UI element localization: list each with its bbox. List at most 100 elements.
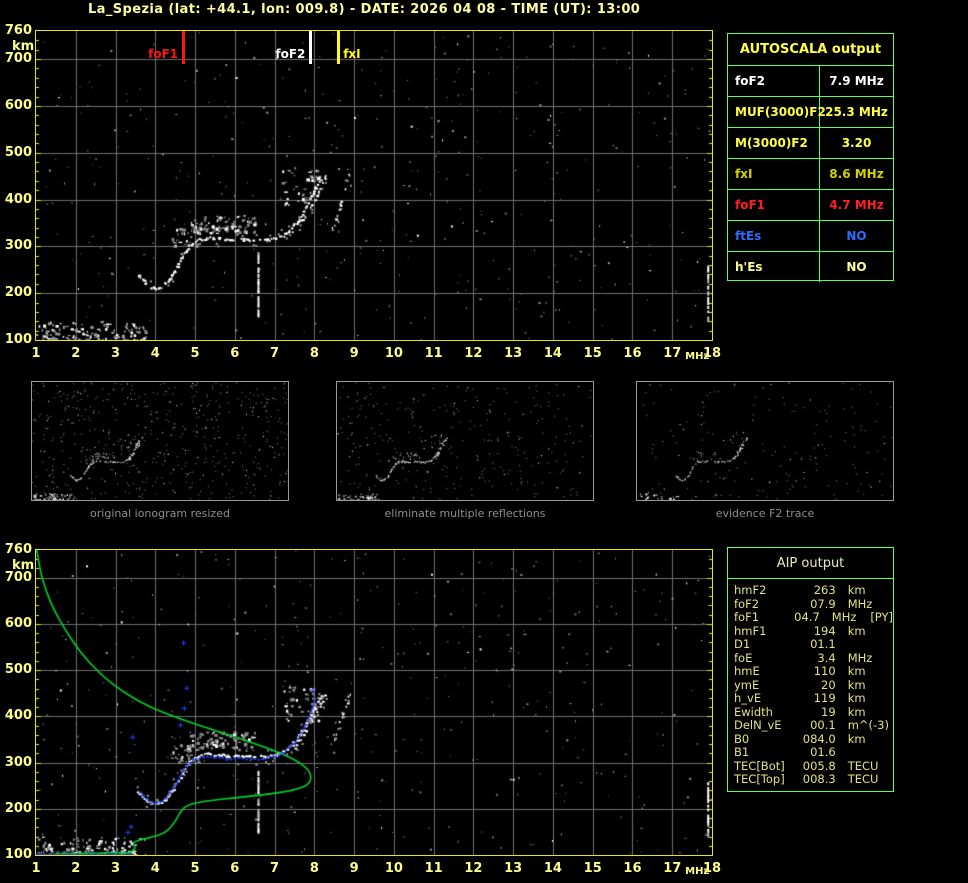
- aip-row-foe: foE 3.4 MHz: [734, 650, 893, 666]
- x-tick-label: 2: [71, 861, 81, 876]
- marker-label-fxi: fxI: [343, 47, 361, 61]
- autoscala-row-value: NO: [846, 260, 867, 274]
- y-tick-label: 760: [4, 542, 32, 557]
- autoscala-row-label: fxI: [728, 159, 820, 189]
- x-tick-label: 9: [349, 346, 359, 361]
- autoscala-row-value: 3.20: [841, 136, 872, 150]
- y-tick-label: 400: [4, 191, 32, 207]
- x-axis-unit: MHz: [685, 866, 710, 877]
- aip-label: B0: [734, 731, 750, 746]
- y-tick-label: 600: [4, 615, 32, 631]
- aip-unit: [848, 638, 891, 652]
- marker-line-fof1: [182, 31, 186, 64]
- aip-row-fof2: foF2 07.9 MHz: [734, 597, 893, 612]
- aip-unit: MHz: [831, 610, 857, 624]
- aip-value: 194: [813, 623, 836, 638]
- aip-unit: MHz: [847, 650, 873, 665]
- x-tick-label: 17: [663, 861, 682, 876]
- autoscala-row-h-es: h'Es NO: [728, 252, 893, 282]
- aip-row-hmf1: hmF1 194 km: [734, 623, 893, 639]
- x-tick-label: 2: [71, 346, 81, 361]
- aip-label: TEC[Top]: [734, 772, 785, 786]
- x-tick-label: 14: [543, 346, 562, 361]
- y-tick-label: 100: [4, 332, 32, 347]
- x-tick-label: 16: [623, 346, 642, 361]
- x-tick-label: 15: [583, 346, 602, 361]
- caption-f2-trace: evidence F2 trace: [715, 507, 815, 520]
- x-tick-label: 10: [384, 346, 403, 361]
- aip-row-b1: B1 01.6: [734, 746, 893, 760]
- x-tick-label: 17: [663, 346, 682, 361]
- y-tick-label: 700: [4, 569, 32, 585]
- x-tick-label: 13: [504, 861, 523, 876]
- autoscala-row-label: foF2: [728, 66, 820, 96]
- y-tick-label: 500: [4, 662, 32, 678]
- aip-value: 084.0: [802, 731, 836, 746]
- aip-value: 00.1: [810, 718, 836, 732]
- aip-value: 01.1: [810, 637, 836, 651]
- aip-label: hmE: [734, 664, 760, 678]
- aip-unit: km: [847, 664, 866, 678]
- x-tick-label: 15: [583, 861, 602, 876]
- top-ionogram-canvas: [36, 31, 712, 340]
- aip-row-tec-bot-: TEC[Bot] 005.8 TECU: [734, 758, 893, 774]
- autoscala-row-value: 7.9 MHz: [829, 74, 884, 88]
- aip-unit: km: [847, 691, 866, 705]
- aip-unit: [848, 746, 891, 760]
- x-tick-label: 1: [31, 346, 41, 361]
- x-tick-label: 4: [150, 346, 160, 361]
- aip-unit: TECU: [847, 772, 879, 786]
- aip-table-title: AIP output: [728, 548, 893, 579]
- autoscala-row-muf-3000-f2: MUF(3000)F2 25.3 MHz: [728, 97, 893, 128]
- y-tick-label: 500: [4, 144, 32, 160]
- x-tick-label: 9: [349, 861, 359, 876]
- x-tick-label: 7: [270, 861, 280, 876]
- x-tick-label: 13: [504, 346, 523, 361]
- bottom-ionogram-canvas: [36, 550, 712, 855]
- aip-unit: TECU: [847, 758, 879, 773]
- aip-label: ymE: [734, 677, 760, 692]
- x-tick-label: 8: [309, 861, 319, 876]
- thumbnail-f2-trace-canvas: [637, 382, 893, 500]
- aip-value: 01.6: [810, 745, 836, 759]
- x-tick-label: 18: [702, 861, 722, 876]
- aip-row-yme: ymE 20 km: [734, 677, 893, 693]
- y-tick-label: 760: [4, 23, 32, 38]
- x-tick-label: 4: [150, 861, 160, 876]
- aip-label: hmF2: [734, 583, 767, 597]
- marker-line-fof2: [309, 31, 313, 64]
- y-tick-label: 200: [4, 285, 32, 301]
- autoscala-table-rows: foF2 7.9 MHz MUF(3000)F2 25.3 MHz M(3000)F2 3…: [728, 66, 893, 282]
- aip-row-b0: B0 084.0 km: [734, 731, 893, 747]
- aip-value: 005.8: [802, 758, 836, 773]
- thumbnail-no-reflections-canvas: [337, 382, 593, 500]
- y-tick-label: 600: [4, 97, 32, 113]
- y-tick-label: 100: [4, 847, 32, 862]
- caption-no-reflections: eliminate multiple reflections: [384, 507, 546, 520]
- y-tick-label: 200: [4, 800, 32, 816]
- autoscala-row-fof2: foF2 7.9 MHz: [728, 66, 893, 97]
- x-tick-label: 18: [702, 346, 722, 361]
- autoscala-row-ftes: ftEs NO: [728, 221, 893, 252]
- autoscala-row-label: h'Es: [728, 252, 820, 282]
- aip-row-tec-top-: TEC[Top] 008.3 TECU: [734, 773, 893, 787]
- aip-value: 19: [821, 704, 836, 719]
- x-tick-label: 11: [424, 346, 443, 361]
- aip-row-fof1: foF1 04.7 MHz [PY]: [734, 611, 893, 625]
- thumbnail-f2-trace: [636, 381, 894, 501]
- thumbnail-original: [31, 381, 289, 501]
- x-tick-label: 8: [309, 346, 319, 361]
- aip-value: 110: [813, 664, 836, 678]
- autoscala-row-label: ftEs: [728, 221, 820, 251]
- aip-label: D1: [734, 637, 751, 651]
- y-tick-label: 300: [4, 238, 32, 254]
- autoscala-row-label: MUF(3000)F2: [728, 97, 826, 127]
- aip-label: foF1: [734, 610, 760, 624]
- aip-row-deln-ve: DelN_vE 00.1 m^(-3): [734, 719, 893, 733]
- station-title: La_Spezia (lat: +44.1, lon: 009.8) - DAT…: [88, 2, 641, 17]
- x-tick-label: 3: [110, 861, 121, 876]
- aip-unit: km: [847, 731, 866, 746]
- aip-label: TEC[Bot]: [734, 758, 785, 773]
- autoscala-row-value: 4.7 MHz: [829, 198, 884, 212]
